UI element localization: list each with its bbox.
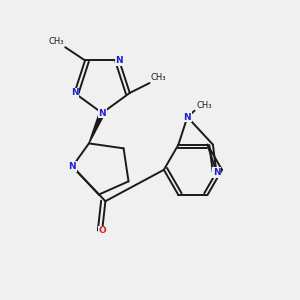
Text: CH₃: CH₃ <box>48 37 64 46</box>
Text: CH₃: CH₃ <box>151 73 166 82</box>
Text: N: N <box>71 88 78 98</box>
Text: CH₃: CH₃ <box>196 101 212 110</box>
Polygon shape <box>89 112 104 143</box>
Text: N: N <box>69 162 76 171</box>
Text: N: N <box>98 109 106 118</box>
Text: N: N <box>213 168 220 177</box>
Text: N: N <box>184 112 191 122</box>
Text: O: O <box>98 226 106 236</box>
Text: N: N <box>116 56 123 65</box>
